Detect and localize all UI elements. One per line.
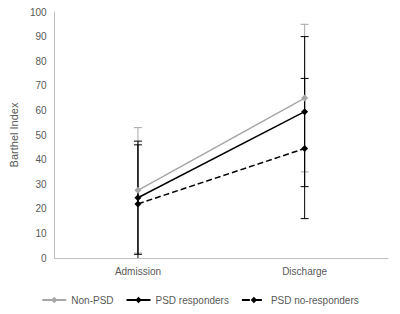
svg-text:100: 100 bbox=[30, 7, 47, 18]
svg-text:80: 80 bbox=[35, 56, 47, 67]
svg-text:Barthel Index: Barthel Index bbox=[8, 102, 20, 167]
svg-text:50: 50 bbox=[35, 130, 47, 141]
svg-text:Discharge: Discharge bbox=[282, 266, 327, 277]
svg-text:Non-PSD: Non-PSD bbox=[71, 295, 113, 306]
svg-text:30: 30 bbox=[35, 179, 47, 190]
svg-text:20: 20 bbox=[35, 203, 47, 214]
svg-text:90: 90 bbox=[35, 31, 47, 42]
svg-text:0: 0 bbox=[41, 253, 47, 264]
svg-text:70: 70 bbox=[35, 80, 47, 91]
svg-text:10: 10 bbox=[35, 228, 47, 239]
svg-text:Admission: Admission bbox=[115, 266, 161, 277]
svg-text:PSD responders: PSD responders bbox=[156, 295, 229, 306]
svg-text:40: 40 bbox=[35, 154, 47, 165]
svg-text:PSD no-responders: PSD no-responders bbox=[271, 295, 359, 306]
svg-text:60: 60 bbox=[35, 105, 47, 116]
